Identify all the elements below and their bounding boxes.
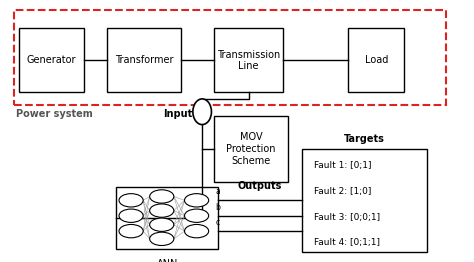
Circle shape: [184, 225, 209, 238]
Bar: [18, 28, 84, 92]
Bar: [214, 116, 288, 182]
Text: Transformer: Transformer: [115, 55, 173, 66]
Text: Fault 4: [0;1;1]: Fault 4: [0;1;1]: [314, 238, 380, 247]
Circle shape: [150, 232, 174, 245]
Text: b: b: [215, 203, 220, 212]
Bar: [14, 10, 446, 105]
Circle shape: [119, 194, 143, 207]
Circle shape: [119, 225, 143, 238]
Bar: [348, 28, 404, 92]
Text: a: a: [215, 188, 220, 196]
Text: Transmission
Line: Transmission Line: [217, 50, 280, 71]
Text: Generator: Generator: [27, 55, 76, 66]
Text: MOV
Protection
Scheme: MOV Protection Scheme: [226, 132, 276, 166]
Text: Fault 3: [0;0;1]: Fault 3: [0;0;1]: [314, 212, 380, 221]
Text: c: c: [215, 218, 219, 227]
Text: Fault 2: [1;0]: Fault 2: [1;0]: [314, 187, 371, 196]
Text: Load: Load: [365, 55, 388, 66]
Text: Power system: Power system: [16, 109, 93, 119]
Text: Inputs: Inputs: [163, 109, 198, 119]
Circle shape: [184, 194, 209, 207]
Text: Outputs: Outputs: [237, 181, 282, 191]
Circle shape: [150, 218, 174, 231]
Bar: [214, 28, 283, 92]
Ellipse shape: [193, 99, 211, 125]
Bar: [116, 188, 219, 249]
Circle shape: [184, 209, 209, 222]
Text: Targets: Targets: [344, 134, 385, 144]
Circle shape: [119, 209, 143, 222]
Circle shape: [150, 204, 174, 217]
Text: Fault 1: [0;1]: Fault 1: [0;1]: [314, 161, 371, 170]
Circle shape: [150, 190, 174, 203]
Bar: [107, 28, 181, 92]
Bar: [302, 149, 428, 252]
Text: ANN: ANN: [156, 259, 178, 262]
